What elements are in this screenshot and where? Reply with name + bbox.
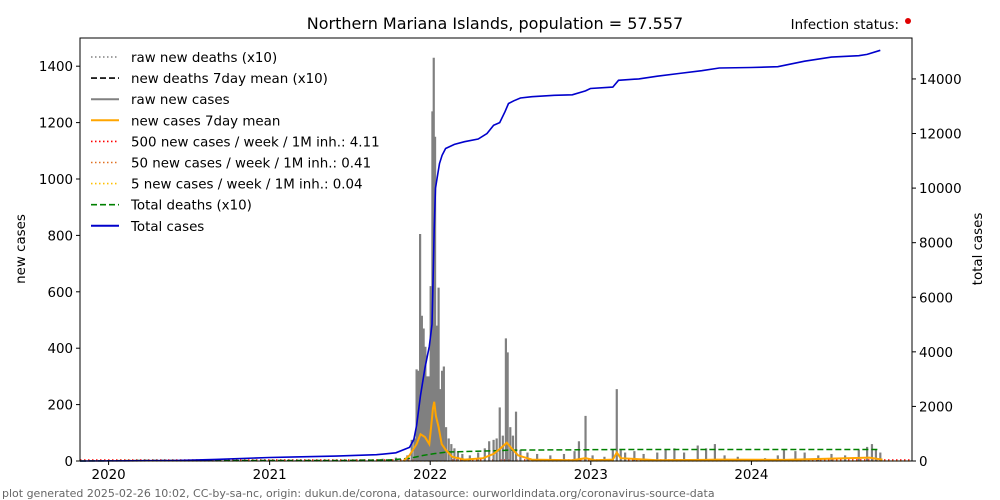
footer-note: plot generated 2025-02-26 10:02, CC-by-s… [2,487,715,500]
total-cases-line [79,49,881,462]
legend-entry: Total deaths (x10) [130,199,252,214]
axes: 2020 2021 2022 2023 2024 0 200 400 600 800 1000 120… [39,60,962,483]
legend-entry: raw new cases [131,93,230,108]
chart-title: Northern Mariana Islands, population = 5… [307,14,683,33]
y-right-tick-label: 0 [919,455,928,470]
y-left-tick-label: 1400 [39,60,73,75]
x-tick-label: 2021 [253,468,287,483]
y-left-tick-label: 400 [47,342,73,357]
y-left-tick-label: 1200 [39,117,73,132]
y-right-tick-label: 12000 [919,128,962,143]
plot-frame [79,37,913,462]
y-left-tick-label: 600 [47,286,73,301]
mean-cases-line [402,401,883,462]
ylabel-right: total cases [971,213,986,286]
legend-entry: 50 new cases / week / 1M inh.: 0.41 [131,157,371,172]
plot-area [79,49,912,462]
ylabel-left: new cases [14,214,29,284]
x-tick-label: 2023 [574,468,608,483]
y-right-tick-label: 8000 [919,237,953,252]
infection-status-dot [905,18,911,24]
legend-entry: 5 new cases / week / 1M inh.: 0.04 [131,178,363,193]
y-left-tick-label: 800 [47,229,73,244]
infection-status-label: Infection status: [791,18,899,33]
x-tick-label: 2024 [734,468,768,483]
x-tick-label: 2022 [413,468,447,483]
y-right-tick-label: 6000 [919,291,953,306]
legend-entry: new deaths 7day mean (x10) [131,72,328,87]
y-right-tick-label: 4000 [919,346,953,361]
legend: raw new deaths (x10) new deaths 7day mean… [91,51,380,235]
y-left-tick-label: 0 [64,455,73,470]
legend-entry: Total cases [130,220,204,235]
legend-entry: raw new deaths (x10) [131,51,277,66]
y-left-tick-label: 200 [47,399,73,414]
y-left-tick-label: 1000 [39,173,73,188]
y-right-tick-label: 10000 [919,182,962,197]
legend-entry: new cases 7day mean [131,114,280,129]
y-right-tick-label: 2000 [919,400,953,415]
legend-entry: 500 new cases / week / 1M inh.: 4.11 [131,135,380,150]
y-right-tick-label: 14000 [919,73,962,88]
x-tick-label: 2020 [92,468,126,483]
